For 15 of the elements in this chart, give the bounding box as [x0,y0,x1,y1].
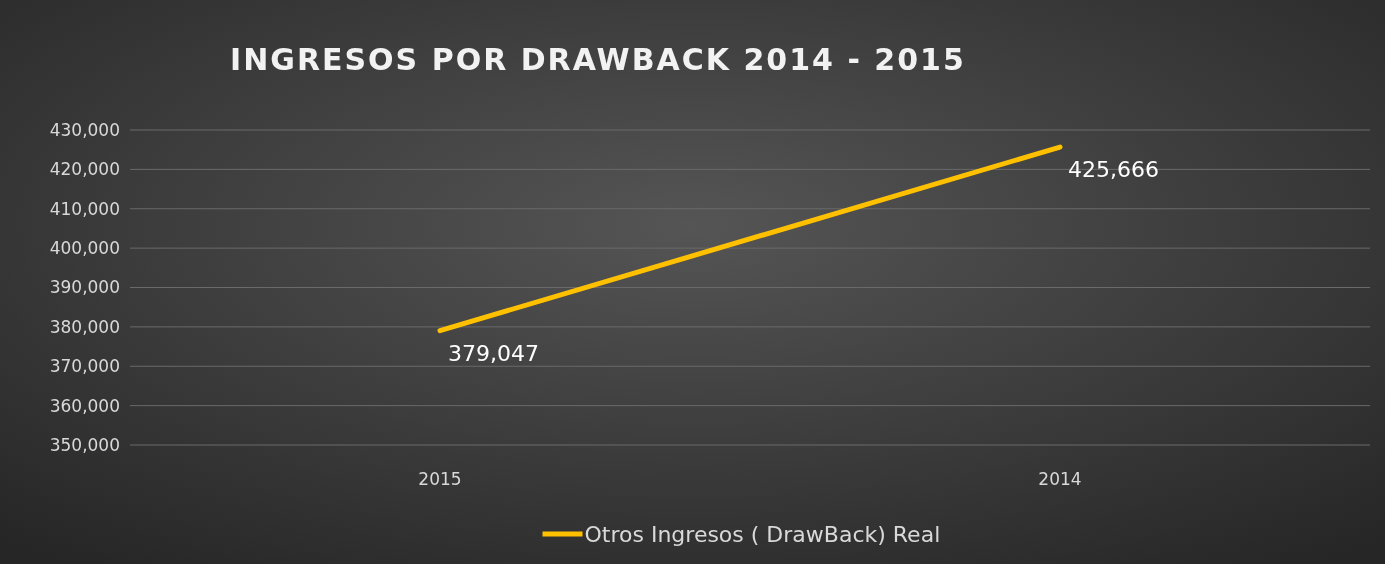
y-tick-label: 380,000 [49,316,120,337]
y-tick-label: 350,000 [49,434,120,455]
y-tick-label: 360,000 [49,395,120,416]
chart-title: INGRESOS POR DRAWBACK 2014 - 2015 [230,42,966,77]
y-tick-label: 430,000 [49,119,120,140]
y-tick-label: 370,000 [49,356,120,377]
y-tick-label: 390,000 [49,277,120,298]
data-label: 425,666 [1068,157,1159,183]
x-tick-label: 2014 [1038,469,1082,489]
x-tick-label: 2015 [418,469,462,489]
data-label: 379,047 [448,340,539,366]
legend-label: Otros Ingresos ( DrawBack) Real [584,521,941,547]
y-tick-label: 410,000 [49,198,120,219]
y-tick-label: 420,000 [49,159,120,180]
y-tick-label: 400,000 [49,238,120,259]
